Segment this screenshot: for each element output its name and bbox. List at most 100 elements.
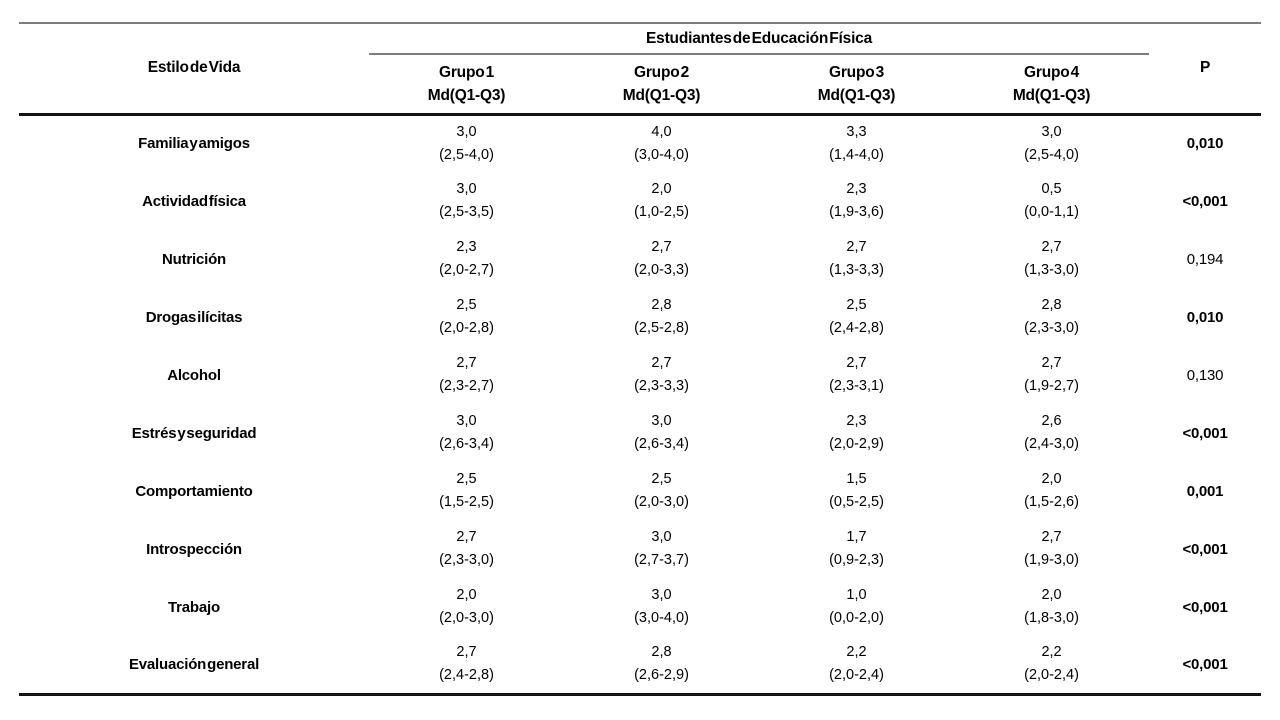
- median-value: 3,0: [651, 413, 672, 429]
- median-value: 2,7: [456, 529, 477, 545]
- group-cell: 3,0 (2,6-3,4): [564, 404, 759, 462]
- iqr-range: (2,3-2,7): [439, 378, 494, 394]
- median-value: 0,5: [1041, 181, 1062, 197]
- iqr-range: (2,5-4,0): [439, 146, 494, 163]
- table-row: Alcohol 2,7 (2,3-2,7) 2,7 (2,3-3,3) 2,7 …: [19, 346, 1261, 404]
- median-value: 2,8: [651, 644, 672, 661]
- p-value: 0,001: [1186, 482, 1224, 500]
- group-stat-label: Md(Q1-Q3): [622, 86, 701, 104]
- p-value: <0,001: [1182, 598, 1228, 616]
- iqr-range: (2,0-3,3): [634, 262, 689, 278]
- median-value: 3,0: [456, 413, 477, 429]
- table-header: Estilo de Vida Estudiantes de Educación …: [19, 23, 1262, 116]
- group-name: Grupo 1: [438, 63, 495, 81]
- group-stat-label: Md(Q1-Q3): [427, 86, 506, 104]
- table-row: Comportamiento 2,5 (1,5-2,5) 2,5 (2,0-3,…: [19, 462, 1261, 520]
- group-name: Grupo 2: [633, 63, 690, 81]
- iqr-range: (2,4-3,0): [1024, 436, 1079, 452]
- iqr-range: (0,5-2,5): [829, 494, 884, 510]
- group-cell: 2,3 (2,0-2,9): [759, 404, 954, 462]
- median-value: 2,3: [456, 239, 477, 255]
- table-row: Nutrición 2,3 (2,0-2,7) 2,7 (2,0-3,3) 2,…: [19, 230, 1261, 288]
- median-value: 2,0: [1041, 471, 1062, 487]
- group-cell: 3,0 (2,5-4,0): [369, 114, 564, 172]
- group-cell: 2,7 (2,3-3,0): [369, 520, 564, 578]
- iqr-range: (1,5-2,6): [1024, 494, 1079, 510]
- group-cell: 0,5 (0,0-1,1): [954, 172, 1149, 230]
- iqr-range: (2,0-3,0): [439, 610, 494, 626]
- iqr-range: (2,0-2,4): [1024, 667, 1079, 684]
- table-row: Estrés y seguridad 3,0 (2,6-3,4) 3,0 (2,…: [19, 404, 1261, 462]
- group-cell: 2,0 (2,0-3,0): [369, 578, 564, 636]
- p-value: 0,010: [1186, 308, 1224, 326]
- iqr-range: (2,0-2,4): [829, 667, 884, 684]
- iqr-range: (2,0-2,8): [439, 320, 494, 336]
- p-value: 0,194: [1186, 250, 1224, 268]
- median-value: 2,7: [456, 644, 477, 661]
- group-cell: 2,0 (1,8-3,0): [954, 578, 1149, 636]
- group-cell: 4,0 (3,0-4,0): [564, 114, 759, 172]
- iqr-range: (1,5-2,5): [439, 494, 494, 510]
- iqr-range: (0,0-1,1): [1024, 204, 1079, 220]
- row-label: Drogas ilícitas: [145, 308, 243, 326]
- iqr-range: (0,0-2,0): [829, 610, 884, 626]
- median-value: 3,0: [651, 587, 672, 603]
- group-cell: 3,3 (1,4-4,0): [759, 114, 954, 172]
- p-value: 0,010: [1186, 135, 1224, 153]
- median-value: 2,5: [846, 297, 867, 313]
- group-cell: 2,7 (1,3-3,0): [954, 230, 1149, 288]
- group-cell: 2,7 (1,9-2,7): [954, 346, 1149, 404]
- row-label: Comportamiento: [135, 482, 253, 500]
- iqr-range: (2,3-3,0): [439, 552, 494, 568]
- iqr-range: (1,9-2,7): [1024, 378, 1079, 394]
- p-value: <0,001: [1149, 636, 1262, 696]
- group-cell: 2,3 (1,9-3,6): [759, 172, 954, 230]
- median-value: 3,0: [651, 529, 672, 545]
- median-value: 1,7: [846, 529, 867, 545]
- group-cell: 3,0 (2,5-3,5): [369, 172, 564, 230]
- group-cell: 2,8 (2,6-2,9): [564, 636, 759, 696]
- group-cell: 2,7 (1,9-3,0): [954, 520, 1149, 578]
- group-cell: 3,0 (2,6-3,4): [369, 404, 564, 462]
- header-span-row: Estilo de Vida Estudiantes de Educación …: [19, 23, 1262, 116]
- iqr-range: (1,3-3,0): [1024, 262, 1079, 278]
- iqr-range: (2,7-3,7): [634, 552, 689, 568]
- iqr-range: (2,3-3,1): [829, 378, 884, 394]
- group-cell: 2,7 (2,0-3,3): [564, 230, 759, 288]
- column-header-group4: Grupo 4 Md(Q1-Q3): [954, 54, 1150, 116]
- column-header-group3: Grupo 3 Md(Q1-Q3): [759, 54, 954, 116]
- iqr-range: (2,5-4,0): [1024, 146, 1079, 163]
- iqr-range: (1,9-3,0): [1024, 552, 1079, 568]
- median-value: 2,5: [651, 471, 672, 487]
- group-stat-label: Md(Q1-Q3): [817, 86, 896, 104]
- group-cell: 3,0 (2,5-4,0): [954, 114, 1149, 172]
- group-span-header: Estudiantes de Educación Física: [369, 23, 1150, 55]
- median-value: 2,7: [1041, 529, 1062, 545]
- row-label: Introspección: [146, 540, 242, 558]
- median-value: 2,6: [1041, 413, 1062, 429]
- median-value: 2,7: [651, 355, 672, 371]
- group-cell: 1,5 (0,5-2,5): [759, 462, 954, 520]
- median-value: 3,0: [456, 123, 477, 140]
- row-label: Actividad física: [142, 192, 246, 210]
- table-row: Familia y amigos 3,0 (2,5-4,0) 4,0 (3,0-…: [19, 114, 1261, 172]
- group-cell: 2,0 (1,5-2,6): [954, 462, 1149, 520]
- p-value: 0,130: [1186, 366, 1224, 384]
- group-cell: 2,7 (2,4-2,8): [369, 636, 564, 696]
- group-cell: 2,7 (2,3-3,1): [759, 346, 954, 404]
- iqr-range: (1,3-3,3): [829, 262, 884, 278]
- group-cell: 2,7 (1,3-3,3): [759, 230, 954, 288]
- median-value: 2,3: [846, 181, 867, 197]
- iqr-range: (2,6-2,9): [634, 667, 689, 684]
- median-value: 1,5: [846, 471, 867, 487]
- group-cell: 1,0 (0,0-2,0): [759, 578, 954, 636]
- group-cell: 3,0 (3,0-4,0): [564, 578, 759, 636]
- median-value: 2,7: [846, 239, 867, 255]
- median-value: 2,5: [456, 471, 477, 487]
- median-value: 2,5: [456, 297, 477, 313]
- table-row: Evaluación general 2,7 (2,4-2,8) 2,8 (2,…: [19, 636, 1262, 696]
- median-value: 2,8: [1041, 297, 1062, 313]
- lifestyle-stats-table: Estilo de Vida Estudiantes de Educación …: [19, 22, 1262, 696]
- group-cell: 2,5 (2,0-3,0): [564, 462, 759, 520]
- group-cell: 2,5 (2,4-2,8): [759, 288, 954, 346]
